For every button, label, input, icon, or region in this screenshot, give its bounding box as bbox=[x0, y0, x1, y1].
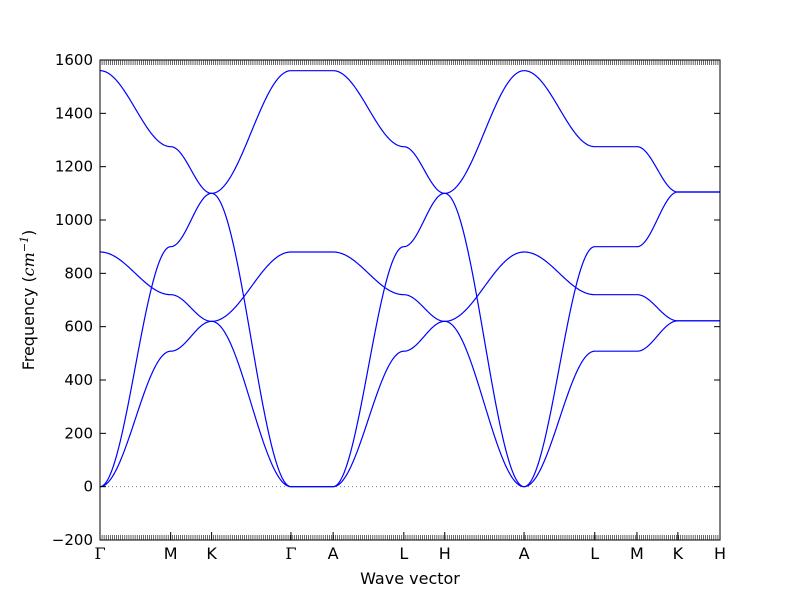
y-axis-label-prefix: Frequency ( bbox=[19, 276, 38, 370]
y-tick-label: 1400 bbox=[55, 104, 93, 122]
y-tick-label: 0 bbox=[83, 478, 93, 496]
x-tick-label: Γ bbox=[94, 544, 105, 563]
band-line-3 bbox=[100, 251, 720, 488]
y-tick-label: 600 bbox=[64, 318, 93, 336]
band-line-2 bbox=[100, 70, 720, 488]
x-tick-label: L bbox=[399, 544, 408, 563]
y-tick-label: 1000 bbox=[55, 211, 93, 229]
y-tick-label: −200 bbox=[52, 531, 93, 549]
x-axis-label: Wave vector bbox=[360, 569, 460, 588]
y-tick-label: 400 bbox=[64, 371, 93, 389]
y-axis: −200 0 200 400 600 800 1000 1200 1400 1600 bbox=[52, 51, 720, 549]
y-tick-label: 200 bbox=[64, 424, 93, 442]
x-tick-label: L bbox=[590, 544, 599, 563]
y-tick-label: 1600 bbox=[55, 51, 93, 69]
x-tick-label: K bbox=[673, 544, 684, 563]
y-axis-label-suffix: ) bbox=[19, 230, 38, 236]
x-tick-label: A bbox=[328, 544, 339, 563]
y-axis-label: Frequency (cm−1) bbox=[18, 230, 39, 371]
y-tick-label: 1200 bbox=[55, 158, 93, 176]
x-tick-label: M bbox=[630, 544, 644, 563]
x-tick-label: M bbox=[164, 544, 178, 563]
y-axis-label-unit: cm bbox=[19, 252, 38, 276]
y-axis-label-exponent: −1 bbox=[18, 236, 31, 252]
y-tick-label: 800 bbox=[64, 264, 93, 282]
band-line-1 bbox=[100, 70, 720, 488]
x-tick-label: H bbox=[439, 544, 451, 563]
band-lines bbox=[100, 70, 720, 488]
x-tick-label: K bbox=[206, 544, 217, 563]
band-line-4 bbox=[100, 251, 720, 488]
x-tick-label: H bbox=[714, 544, 726, 563]
x-tick-label: A bbox=[519, 544, 530, 563]
x-tick-label: Γ bbox=[285, 544, 296, 563]
